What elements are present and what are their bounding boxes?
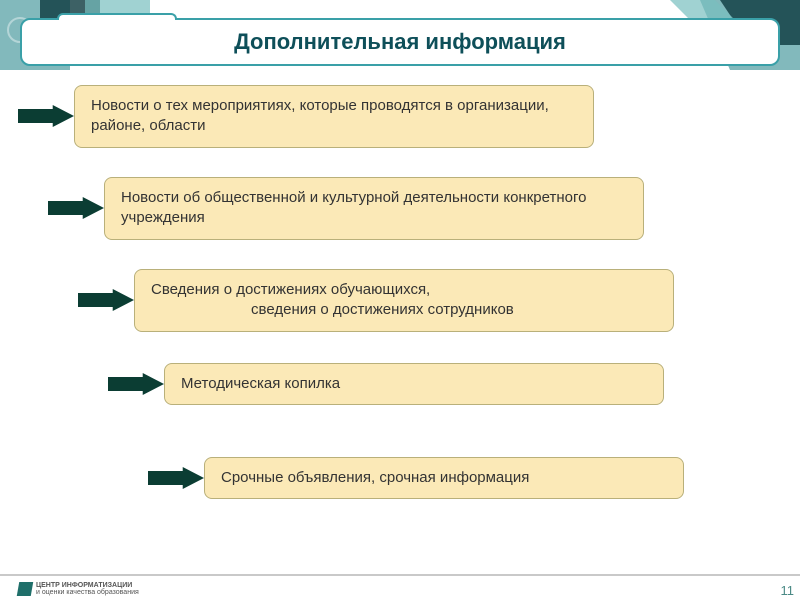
footer-rule [0, 574, 800, 576]
list-item: Новости об общественной и культурной дея… [48, 177, 644, 240]
arrow-icon [48, 197, 104, 219]
info-box: Новости об общественной и культурной дея… [104, 177, 644, 240]
info-box-text: Методическая копилка [181, 375, 340, 392]
page-number: 11 [781, 583, 795, 598]
logo-text: ЦЕНТР ИНФОРМАТИЗАЦИИ и оценки качества о… [36, 582, 139, 596]
page-title: Дополнительная информация [234, 29, 566, 55]
logo-line1: ЦЕНТР ИНФОРМАТИЗАЦИИ [36, 582, 139, 589]
footer-logo: ЦЕНТР ИНФОРМАТИЗАЦИИ и оценки качества о… [18, 582, 139, 596]
list-item: Новости о тех мероприятиях, которые пров… [18, 85, 594, 148]
info-box-text: Новости о тех мероприятиях, которые пров… [91, 97, 553, 134]
arrow-icon [78, 289, 134, 311]
list-item: Методическая копилка [108, 363, 664, 405]
arrow-icon [18, 105, 74, 127]
info-box-text: Новости об общественной и культурной дея… [121, 189, 591, 226]
info-box: Сведения о достижениях обучающихся, свед… [134, 269, 674, 332]
arrow-icon [148, 467, 204, 489]
footer: ЦЕНТР ИНФОРМАТИЗАЦИИ и оценки качества о… [0, 574, 800, 600]
title-bar: Дополнительная информация [20, 18, 780, 66]
title-tab [57, 13, 177, 20]
info-box: Новости о тех мероприятиях, которые пров… [74, 85, 594, 148]
logo-line2: и оценки качества образования [36, 589, 139, 596]
info-box: Срочные объявления, срочная информация [204, 457, 684, 499]
info-box: Методическая копилка [164, 363, 664, 405]
logo-glyph [17, 582, 33, 596]
list-item: Срочные объявления, срочная информация [148, 457, 684, 499]
arrow-icon [108, 373, 164, 395]
list-item: Сведения о достижениях обучающихся, свед… [78, 269, 674, 332]
info-box-text: Срочные объявления, срочная информация [221, 469, 529, 486]
info-box-text: Сведения о достижениях обучающихся, свед… [151, 281, 514, 318]
